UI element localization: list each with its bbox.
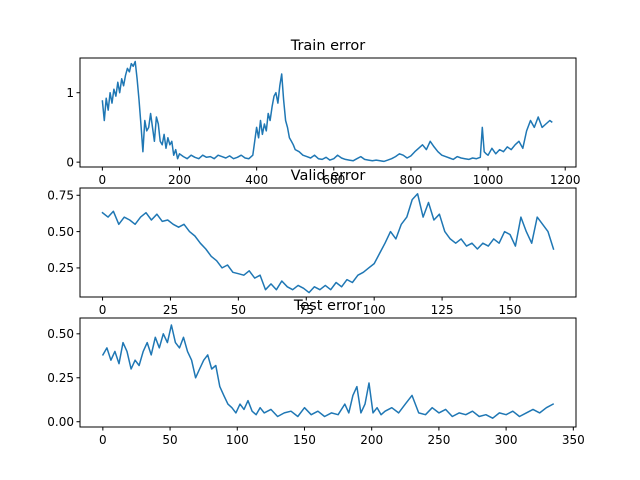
train-y-tick-label: 1: [66, 86, 74, 100]
valid-x-tick-label: 75: [299, 303, 314, 317]
valid-x-tick-label: 0: [99, 303, 107, 317]
train-x-tick-label: 400: [245, 173, 268, 187]
test-y-tick-label: 0.50: [47, 327, 74, 341]
valid-x-tick-label: 25: [163, 303, 178, 317]
train-error-subplot: 0 200 400 600 800 1000 1200 0 1 Train error: [66, 38, 580, 187]
test-x-tick-label: 200: [360, 433, 383, 447]
train-error-line: [101, 60, 553, 163]
valid-x-tick-label: 125: [431, 303, 454, 317]
valid-axes-frame: [79, 187, 577, 298]
train-y-tick-label: 0: [66, 155, 74, 169]
train-x-tick-label: 600: [322, 173, 345, 187]
valid-x-tick-label: 50: [231, 303, 246, 317]
test-x-tick-label: 150: [293, 433, 316, 447]
train-x-tick-label: 800: [399, 173, 422, 187]
valid-x-tick-label: 150: [499, 303, 522, 317]
test-x-tick-label: 50: [162, 433, 177, 447]
test-x-tick-label: 350: [562, 433, 585, 447]
test-error-title: Test error: [293, 298, 362, 314]
test-x-tick-label: 250: [427, 433, 450, 447]
train-x-tick-label: 200: [168, 173, 191, 187]
valid-y-tick-label: 0.25: [47, 261, 74, 275]
train-axes-frame: [79, 57, 577, 168]
valid-y-tick-label: 0.75: [47, 189, 74, 203]
test-x-tick-label: 100: [226, 433, 249, 447]
train-x-tick-label: 1000: [473, 173, 504, 187]
test-y-tick-label: 0.25: [47, 371, 74, 385]
valid-error-line: [101, 193, 555, 294]
test-x-tick-label: 0: [99, 433, 107, 447]
valid-error-title: Valid error: [291, 168, 366, 184]
test-error-line: [101, 324, 555, 419]
train-x-tick-label: 1200: [550, 173, 581, 187]
test-axes-frame: [79, 317, 577, 428]
test-y-tick-label: 0.00: [47, 415, 74, 429]
train-error-title: Train error: [290, 38, 366, 54]
train-x-tick-label: 0: [99, 173, 107, 187]
valid-x-tick-label: 100: [363, 303, 386, 317]
valid-error-subplot: 0 25 50 75 100 125 150 0.25 0.50 0.75 Valid error: [47, 168, 577, 317]
valid-y-tick-label: 0.50: [47, 225, 74, 239]
test-x-tick-label: 300: [495, 433, 518, 447]
